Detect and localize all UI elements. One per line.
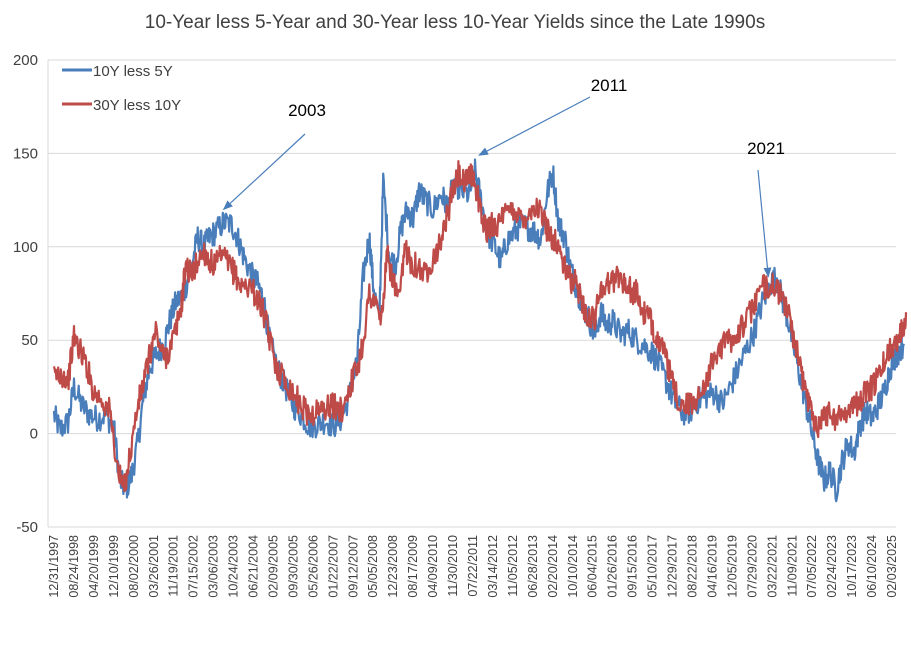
annotation-label-2021: 2021 <box>747 139 785 158</box>
x-tick-label: 04/16/2019 <box>705 535 719 598</box>
legend-label-30y-less-10y: 30Y less 10Y <box>93 97 181 114</box>
x-tick-label: 11/05/2012 <box>506 535 520 597</box>
y-tick-label: 50 <box>21 332 38 349</box>
x-tick-label: 11/30/2010 <box>446 535 460 597</box>
x-tick-label: 12/10/1999 <box>107 535 121 598</box>
x-tick-label: 07/15/2002 <box>187 535 201 598</box>
x-tick-label: 03/22/2021 <box>765 535 779 598</box>
x-tick-label: 02/03/2025 <box>885 535 899 598</box>
x-tick-label: 09/30/2005 <box>286 535 300 598</box>
x-tick-label: 07/22/2011 <box>466 535 480 597</box>
x-tick-label: 01/26/2016 <box>606 535 620 598</box>
x-tick-label: 06/04/2015 <box>586 535 600 598</box>
x-tick-label: 02/20/2014 <box>546 535 560 598</box>
x-tick-label: 11/09/2021 <box>785 535 799 597</box>
x-tick-label: 03/06/2003 <box>207 535 221 598</box>
annotation-arrow-2011 <box>478 96 591 156</box>
y-tick-label: 0 <box>30 426 38 443</box>
annotation-arrow-2003 <box>222 133 306 211</box>
x-tick-label: 11/19/2001 <box>167 535 181 597</box>
annotation-label-2003: 2003 <box>288 101 326 120</box>
x-tick-label: 05/10/2017 <box>646 535 660 598</box>
annotations: 2003 2011 2021 <box>222 76 785 278</box>
x-tick-label: 08/22/2018 <box>685 535 699 598</box>
x-tick-label: 06/21/2004 <box>247 535 261 598</box>
x-tick-label: 05/26/2006 <box>306 535 320 598</box>
x-tick-label: 03/26/2001 <box>147 535 161 598</box>
gridlines <box>47 59 896 528</box>
x-tick-label: 08/02/2000 <box>127 535 141 598</box>
x-tick-label: 07/05/2022 <box>805 535 819 598</box>
x-tick-label: 02/09/2005 <box>266 535 280 598</box>
x-tick-label: 10/17/2023 <box>845 535 859 598</box>
x-tick-label: 06/28/2013 <box>526 535 540 598</box>
x-tick-label: 10/24/2003 <box>227 535 241 598</box>
x-tick-label: 12/31/1997 <box>47 535 61 598</box>
x-tick-label: 12/23/2008 <box>386 535 400 598</box>
series-lines <box>52 158 908 503</box>
y-tick-label: -50 <box>16 519 38 536</box>
x-tick-label: 10/10/2014 <box>566 535 580 598</box>
x-tick-label: 09/12/2007 <box>346 535 360 598</box>
x-tick-label: 01/22/2007 <box>326 535 340 598</box>
y-tick-label: 200 <box>13 52 38 69</box>
legend: 10Y less 5Y 30Y less 10Y <box>62 63 181 114</box>
x-tick-label: 12/05/2019 <box>725 535 739 598</box>
annotation-label-2011: 2011 <box>591 76 628 95</box>
x-tick-label: 08/24/1998 <box>67 535 81 598</box>
x-axis-tick-labels: 12/31/1997 08/24/1998 04/20/1999 12/10/1999… <box>47 535 899 598</box>
x-tick-label: 04/20/1999 <box>87 535 101 598</box>
x-tick-label: 08/17/2009 <box>406 535 420 598</box>
x-tick-label: 04/09/2010 <box>426 535 440 598</box>
annotation-arrow-2021 <box>757 169 772 278</box>
series-line-30y-less-10y <box>52 160 908 493</box>
y-axis-tick-labels: 200 150 100 50 0 -50 <box>13 52 38 536</box>
y-tick-label: 100 <box>13 239 38 256</box>
x-tick-label: 06/10/2024 <box>865 535 879 598</box>
chart-title: 10-Year less 5-Year and 30-Year less 10-… <box>145 12 765 33</box>
x-tick-label: 02/24/2023 <box>825 535 839 598</box>
x-tick-label: 03/14/2012 <box>486 535 500 598</box>
x-tick-label: 09/15/2016 <box>626 535 640 598</box>
x-tick-label: 12/29/2017 <box>666 535 680 598</box>
legend-label-10y-less-5y: 10Y less 5Y <box>93 63 173 80</box>
x-tick-label: 07/29/2020 <box>745 535 759 598</box>
x-tick-label: 05/05/2008 <box>366 535 380 598</box>
y-tick-label: 150 <box>13 145 38 162</box>
